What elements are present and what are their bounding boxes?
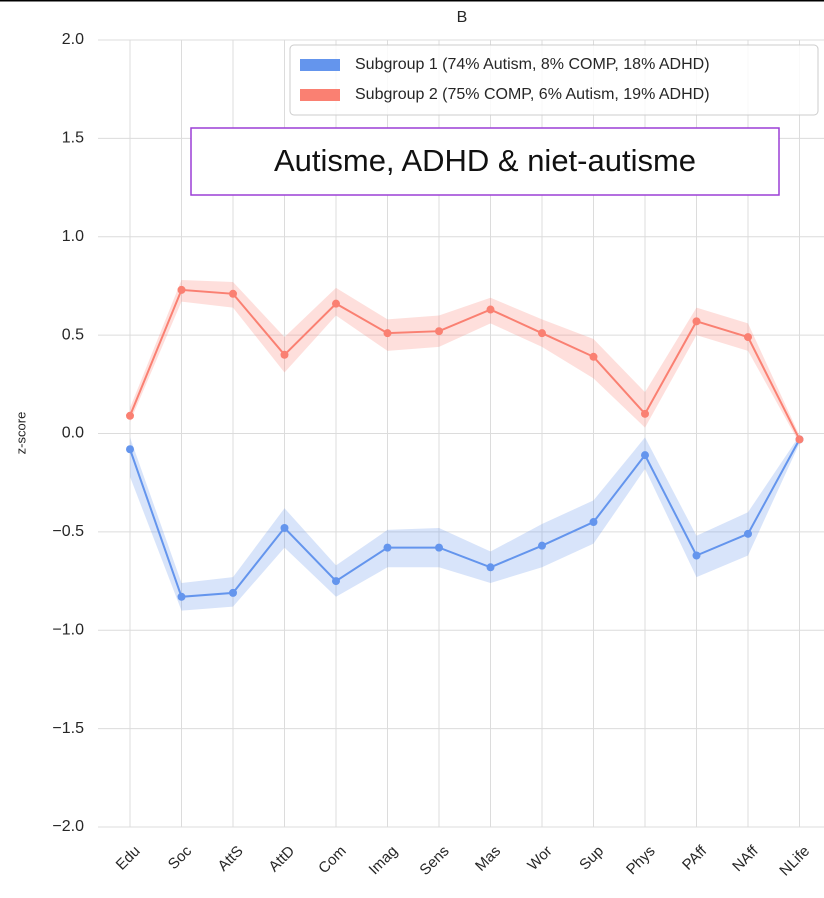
data-point	[332, 577, 340, 586]
data-point	[383, 543, 392, 552]
data-point	[641, 409, 649, 418]
data-point	[126, 411, 134, 420]
data-point	[692, 551, 701, 560]
y-tick-label: 1.0	[62, 228, 84, 245]
confidence-band	[130, 280, 800, 444]
data-point	[383, 329, 392, 338]
data-point	[177, 592, 186, 601]
data-point	[229, 588, 237, 597]
y-tick-label: 0.5	[62, 326, 84, 343]
confidence-band	[130, 435, 800, 611]
data-point	[435, 543, 443, 552]
y-tick-label: 1.5	[62, 130, 84, 147]
legend: Subgroup 1 (74% Autism, 8% COMP, 18% ADH…	[289, 44, 819, 116]
y-tick-label: −0.5	[52, 523, 84, 540]
lines	[126, 285, 804, 601]
data-point	[229, 289, 237, 298]
annotation-box	[190, 127, 780, 196]
legend-box	[289, 44, 819, 116]
data-point	[435, 327, 443, 336]
data-point	[486, 563, 495, 572]
legend-label: Subgroup 1 (74% Autism, 8% COMP, 18% ADH…	[355, 56, 710, 73]
data-point	[280, 523, 289, 532]
legend-label: Subgroup 2 (75% COMP, 6% Autism, 19% ADH…	[355, 86, 710, 103]
data-point	[332, 299, 340, 308]
data-point	[538, 329, 546, 338]
data-point	[795, 435, 804, 444]
annotation: Autisme, ADHD & niet-autisme	[274, 143, 696, 178]
data-point	[280, 350, 289, 359]
data-point	[692, 317, 701, 326]
chart-title: B	[457, 9, 468, 26]
data-point	[589, 352, 598, 361]
y-tick-label: 2.0	[62, 31, 84, 48]
data-point	[744, 333, 752, 342]
y-tick-label: 0.0	[62, 425, 84, 442]
data-point	[177, 285, 186, 294]
legend-swatch	[300, 59, 340, 71]
y-tick-label: −2.0	[52, 818, 84, 835]
data-point	[641, 451, 649, 460]
bands	[130, 280, 800, 611]
legend-swatch	[300, 89, 340, 101]
series-line	[129, 438, 801, 598]
data-point	[486, 305, 495, 314]
y-tick-label: −1.0	[52, 621, 84, 638]
data-point	[744, 529, 752, 538]
data-point	[589, 518, 598, 527]
data-point	[538, 541, 546, 550]
data-point	[126, 445, 134, 454]
series-line	[129, 288, 801, 440]
y-tick-label: −1.5	[52, 720, 84, 737]
y-axis-label: z-score	[13, 412, 28, 455]
